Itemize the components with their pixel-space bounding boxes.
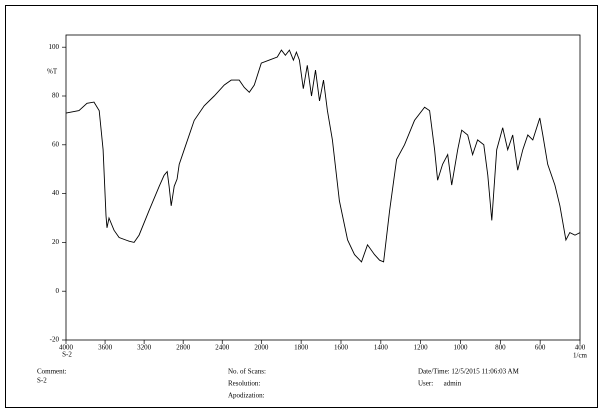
- x-tick-label: 2000: [254, 344, 269, 352]
- plot: -20 0 20 40 60 80 100 4000 3600 3200 2800 2400 2000 1…: [49, 34, 586, 352]
- y-label: %T: [47, 68, 58, 76]
- scans: No. of Scans:: [228, 368, 266, 376]
- comment: S-2: [37, 377, 47, 385]
- x-tick-label: 1200: [414, 344, 429, 352]
- x-tick-label: 2800: [176, 344, 191, 352]
- x-label: 1/cm: [573, 352, 588, 360]
- x-tick-label: 3200: [137, 344, 152, 352]
- x-tick-label: 1400: [374, 344, 389, 352]
- y-tick-label: 100: [49, 43, 60, 51]
- datetime: Date/Time: 12/5/2015 11:06:03 AM: [418, 368, 520, 376]
- comment-label: Comment:: [37, 368, 67, 376]
- x-tick-label: 800: [495, 344, 506, 352]
- spectrum-line: [65, 49, 581, 263]
- x-tick-label: 400: [575, 344, 586, 352]
- y-tick-label: 0: [56, 287, 60, 295]
- x-tick-label: 3600: [98, 344, 113, 352]
- x-tick-label: 1800: [294, 344, 309, 352]
- user: User: admin: [418, 380, 462, 388]
- x-tick-label: 2400: [215, 344, 230, 352]
- x-tick-label: 1600: [334, 344, 349, 352]
- resolution: Resolution:: [228, 380, 260, 388]
- apodization: Apodization:: [228, 392, 265, 400]
- x-tick-label: 600: [535, 344, 546, 352]
- x-sublabel: S-2: [62, 351, 72, 359]
- y-tick-label: 80: [52, 92, 60, 100]
- y-tick-label: 20: [52, 238, 60, 246]
- window-border: [5, 5, 598, 408]
- y-tick-label: 40: [52, 189, 60, 197]
- x-tick-label: 4000: [59, 344, 74, 352]
- y-tick-label: 60: [52, 140, 60, 148]
- y-tick-label: -20: [50, 336, 60, 344]
- plot-frame: [65, 34, 581, 341]
- x-tick-label: 1000: [453, 344, 468, 352]
